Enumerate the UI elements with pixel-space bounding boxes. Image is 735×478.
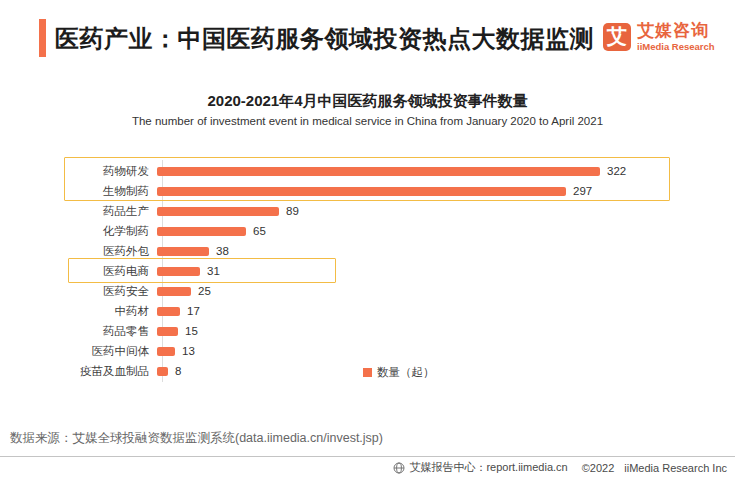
report-center-link: 艾媒报告中心：report.iimedia.cn [409,460,567,475]
chart-row: 医药外包 38 [0,241,735,261]
value-label: 17 [187,305,200,317]
chart-row: 化学制药 65 [0,221,735,241]
bar [157,187,566,196]
category-label: 中药材 [0,304,156,319]
category-label: 药品零售 [0,324,156,339]
legend-swatch-icon [363,368,372,377]
bar [157,307,180,316]
chart-row: 药品生产 89 [0,201,735,221]
company-name: iiMedia Research Inc [624,462,727,474]
chart-row: 医药电商 31 [0,261,735,281]
value-label: 65 [253,225,266,237]
value-label: 38 [216,245,229,257]
category-label: 医药中间体 [0,344,156,359]
globe-icon [393,462,405,474]
value-label: 8 [175,365,181,377]
chart-legend: 数量（起） [363,365,435,380]
chart-rows: 药物研发322生物制药297药品生产89化学制药65医药外包38医药电商31医药… [0,161,735,381]
bar [157,247,209,256]
bar [157,327,178,336]
bar [157,167,600,176]
footer-bar: 艾媒报告中心：report.iimedia.cn ©2022 iiMedia R… [0,457,735,478]
category-label: 化学制药 [0,224,156,239]
chart-row: 医药安全 25 [0,281,735,301]
data-source-note: 数据来源：艾媒全球投融资数据监测系统(data.iimedia.cn/inves… [10,430,383,447]
category-label: 疫苗及血制品 [0,364,156,379]
copyright-text: ©2022 [582,462,615,474]
category-label: 药物研发 [0,164,156,179]
category-label: 医药电商 [0,264,156,279]
value-label: 13 [182,345,195,357]
category-label: 医药外包 [0,244,156,259]
value-label: 15 [185,325,198,337]
bar [157,267,200,276]
infographic-page: 医药产业：中国医药服务领域投资热点大数据监测 艾 艾媒咨询 iiMedia Re… [0,0,735,478]
chart-row: 中药材 17 [0,301,735,321]
bar [157,367,168,376]
value-label: 89 [286,205,299,217]
category-label: 生物制药 [0,184,156,199]
value-label: 31 [207,265,220,277]
chart-row: 药品零售 15 [0,321,735,341]
value-label: 25 [198,285,211,297]
bar [157,227,246,236]
category-label: 药品生产 [0,204,156,219]
chart-row: 药物研发 322 [0,161,735,181]
bar-chart: 药物研发322生物制药297药品生产89化学制药65医药外包38医药电商31医药… [0,0,735,478]
category-label: 医药安全 [0,284,156,299]
legend-label: 数量（起） [377,365,435,380]
value-label: 322 [607,165,626,177]
bar [157,207,279,216]
chart-row: 医药中间体 13 [0,341,735,361]
bar [157,287,191,296]
chart-row: 生物制药 297 [0,181,735,201]
value-label: 297 [573,185,592,197]
bar [157,347,175,356]
